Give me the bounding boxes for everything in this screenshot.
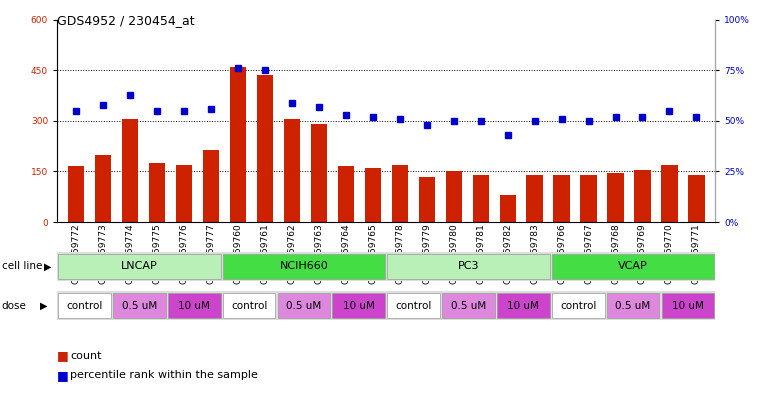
Bar (149, 163, 165, 222)
Bar (527, 175, 543, 222)
Bar (607, 173, 623, 222)
Text: PC3: PC3 (457, 261, 479, 271)
Bar (552, 293, 604, 318)
Bar (497, 293, 549, 318)
Text: 10 uM: 10 uM (343, 301, 374, 310)
Text: dose: dose (2, 301, 27, 311)
Bar (661, 165, 677, 222)
Bar (607, 293, 659, 318)
Bar (499, 195, 516, 222)
Bar (473, 175, 489, 222)
Bar (58, 293, 111, 318)
Bar (202, 149, 219, 222)
Text: control: control (231, 301, 267, 310)
Text: NCIH660: NCIH660 (279, 261, 328, 271)
Text: control: control (396, 301, 431, 310)
Text: ■: ■ (57, 369, 68, 382)
Text: ▶: ▶ (40, 301, 47, 311)
Text: ■: ■ (57, 349, 68, 362)
Bar (168, 293, 221, 318)
Bar (338, 166, 354, 222)
Text: cell line: cell line (2, 261, 42, 272)
Bar (387, 293, 440, 318)
Text: 0.5 uM: 0.5 uM (286, 301, 322, 310)
Bar (58, 254, 221, 279)
Bar (223, 293, 275, 318)
Bar (310, 124, 327, 222)
Text: control: control (560, 301, 597, 310)
Bar (689, 175, 705, 222)
Bar (68, 166, 84, 222)
Bar (552, 254, 715, 279)
Text: GDS4952 / 230454_at: GDS4952 / 230454_at (57, 14, 195, 27)
Bar (113, 293, 166, 318)
Text: 10 uM: 10 uM (178, 301, 210, 310)
Text: VCAP: VCAP (618, 261, 648, 271)
Text: percentile rank within the sample: percentile rank within the sample (70, 370, 258, 380)
Bar (419, 176, 435, 222)
Text: 0.5 uM: 0.5 uM (122, 301, 157, 310)
Text: 0.5 uM: 0.5 uM (451, 301, 486, 310)
Bar (122, 119, 138, 222)
Bar (387, 254, 549, 279)
Bar (661, 293, 715, 318)
Bar (333, 293, 385, 318)
Bar (256, 75, 273, 222)
Text: 10 uM: 10 uM (672, 301, 704, 310)
Bar (392, 165, 408, 222)
Bar (278, 293, 330, 318)
Text: 10 uM: 10 uM (508, 301, 540, 310)
Text: ▶: ▶ (44, 261, 52, 272)
Text: count: count (70, 351, 101, 361)
Text: 0.5 uM: 0.5 uM (616, 301, 651, 310)
Bar (365, 168, 380, 222)
Bar (95, 154, 111, 222)
Text: control: control (66, 301, 103, 310)
Bar (635, 170, 651, 222)
Bar (581, 176, 597, 222)
Bar (284, 119, 300, 222)
Bar (223, 254, 385, 279)
Bar (445, 171, 462, 222)
Bar (176, 165, 192, 222)
Text: LNCAP: LNCAP (121, 261, 158, 271)
Bar (230, 67, 246, 222)
Bar (442, 293, 495, 318)
Bar (553, 175, 570, 222)
